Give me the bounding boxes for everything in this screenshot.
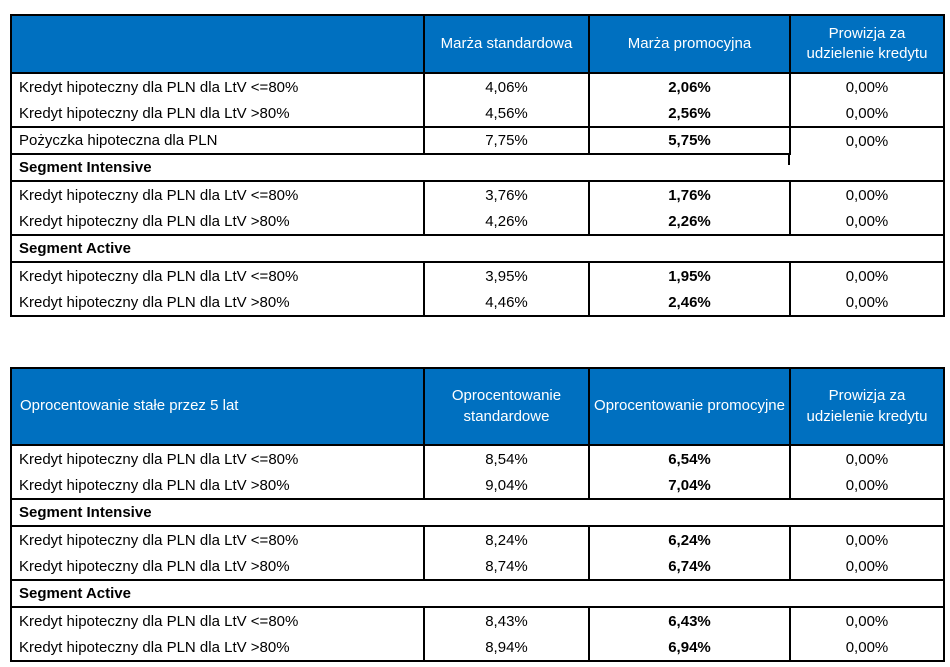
fee-value: 0,00% [789, 100, 944, 128]
promo-value: 1,76% [588, 181, 790, 208]
row-label: Kredyt hipoteczny dla PLN dla LtV >80% [11, 208, 424, 236]
row-label: Kredyt hipoteczny dla PLN dla LtV <=80% [19, 186, 299, 204]
standard-value: 8,43% [423, 607, 589, 634]
promo-value: 6,94% [588, 634, 790, 661]
fee-value: 0,00% [789, 73, 944, 100]
standard-value: 8,54% [423, 445, 589, 472]
table-row: Kredyt hipoteczny dla PLN dla LtV <=80% … [11, 262, 944, 289]
segment-row: Segment Intensive [11, 499, 944, 527]
table-row: Pożyczka hipoteczna dla PLN 7,75% 5,75% … [11, 127, 944, 155]
segment-row: Segment Active [11, 580, 944, 608]
header-cell-fixed-rate-title: Oprocentowanie stałe przez 5 lat [11, 368, 424, 446]
table-row: Kredyt hipoteczny dla PLN dla LtV >80% 8… [11, 553, 944, 581]
header-cell-promo-margin: Marża promocyjna [588, 15, 790, 74]
fee-value: 0,00% [789, 526, 944, 553]
table-header-row: Marża standardowa Marża promocyjna Prowi… [11, 15, 944, 74]
table-row: Kredyt hipoteczny dla PLN dla LtV >80% 8… [11, 634, 944, 661]
standard-value: 4,56% [423, 100, 589, 128]
table-row: Kredyt hipoteczny dla PLN dla LtV <=80% … [11, 526, 944, 553]
fee-value: 0,00% [789, 553, 944, 581]
table-row: Kredyt hipoteczny dla PLN dla LtV <=80% … [11, 181, 944, 208]
segment-row: Segment Active [11, 235, 944, 263]
fee-value: 0,00% [789, 472, 944, 500]
promo-value: 5,75% [588, 127, 790, 155]
row-label: Kredyt hipoteczny dla PLN dla LtV <=80% [19, 267, 299, 285]
standard-value: 8,74% [423, 553, 589, 581]
row-label: Kredyt hipoteczny dla PLN dla LtV >80% [11, 100, 424, 128]
table-row: Kredyt hipoteczny dla PLN dla LtV <=80% … [11, 73, 944, 100]
row-label: Pożyczka hipoteczna dla PLN [11, 127, 424, 155]
promo-value: 7,04% [588, 472, 790, 500]
header-cell-empty [11, 15, 424, 74]
table-row: Kredyt hipoteczny dla PLN dla LtV >80% 4… [11, 289, 944, 316]
promo-value: 6,74% [588, 553, 790, 581]
standard-value: 8,24% [423, 526, 589, 553]
standard-value: 3,95% [423, 262, 589, 289]
fee-value: 0,00% [789, 289, 944, 316]
fixed-rate-table: Oprocentowanie stałe przez 5 lat Oprocen… [10, 367, 945, 662]
fee-value: 0,00% [789, 445, 944, 472]
header-cell-fee: Prowizja za udzielenie kredytu [789, 368, 944, 446]
standard-value: 8,94% [423, 634, 589, 661]
promo-value: 2,46% [588, 289, 790, 316]
standard-value: 7,75% [423, 127, 589, 155]
segment-label: Segment Intensive [11, 499, 944, 527]
table-header-row: Oprocentowanie stałe przez 5 lat Oprocen… [11, 368, 944, 446]
row-label: Kredyt hipoteczny dla PLN dla LtV <=80% [19, 78, 299, 96]
row-label: Kredyt hipoteczny dla PLN dla LtV <=80% [19, 612, 299, 630]
fee-value: 0,00% [789, 634, 944, 661]
table-row: Kredyt hipoteczny dla PLN dla LtV >80% 4… [11, 100, 944, 128]
header-cell-fee: Prowizja za udzielenie kredytu [789, 15, 944, 74]
promo-value: 2,06% [588, 73, 790, 100]
fee-value: 0,00% [789, 127, 944, 154]
table-row: Kredyt hipoteczny dla PLN dla LtV <=80% … [11, 445, 944, 472]
row-label: Kredyt hipoteczny dla PLN dla LtV <=80% [19, 531, 299, 549]
standard-value: 3,76% [423, 181, 589, 208]
fee-value: 0,00% [789, 607, 944, 634]
standard-value: 4,26% [423, 208, 589, 236]
promo-value: 6,24% [588, 526, 790, 553]
standard-value: 4,46% [423, 289, 589, 316]
segment-row: Segment Intensive [11, 154, 944, 182]
header-cell-standard-rate: Oprocentowanie standardowe [423, 368, 589, 446]
fee-value: 0,00% [789, 262, 944, 289]
table-row: Kredyt hipoteczny dla PLN dla LtV >80% 9… [11, 472, 944, 500]
margin-rates-table: Marża standardowa Marża promocyjna Prowi… [10, 14, 945, 317]
row-label: Kredyt hipoteczny dla PLN dla LtV >80% [11, 472, 424, 500]
fee-value: 0,00% [789, 181, 944, 208]
border-stub-artifact [788, 155, 790, 165]
standard-value: 4,06% [423, 73, 589, 100]
header-cell-promo-rate: Oprocentowanie promocyjne [588, 368, 790, 446]
table-row: Kredyt hipoteczny dla PLN dla LtV <=80% … [11, 607, 944, 634]
row-label: Kredyt hipoteczny dla PLN dla LtV >80% [19, 293, 290, 311]
segment-label: Segment Active [11, 580, 944, 608]
promo-value: 6,54% [588, 445, 790, 472]
row-label: Kredyt hipoteczny dla PLN dla LtV <=80% [19, 450, 299, 468]
promo-value: 2,26% [588, 208, 790, 236]
fee-value: 0,00% [789, 208, 944, 236]
standard-value: 9,04% [423, 472, 589, 500]
promo-value: 6,43% [588, 607, 790, 634]
segment-label: Segment Intensive [11, 154, 944, 182]
row-label: Kredyt hipoteczny dla PLN dla LtV >80% [19, 638, 290, 656]
row-label: Kredyt hipoteczny dla PLN dla LtV >80% [11, 553, 424, 581]
promo-value: 1,95% [588, 262, 790, 289]
table-row: Kredyt hipoteczny dla PLN dla LtV >80% 4… [11, 208, 944, 236]
segment-label: Segment Active [11, 235, 944, 263]
promo-value: 2,56% [588, 100, 790, 128]
header-cell-standard-margin: Marża standardowa [423, 15, 589, 74]
